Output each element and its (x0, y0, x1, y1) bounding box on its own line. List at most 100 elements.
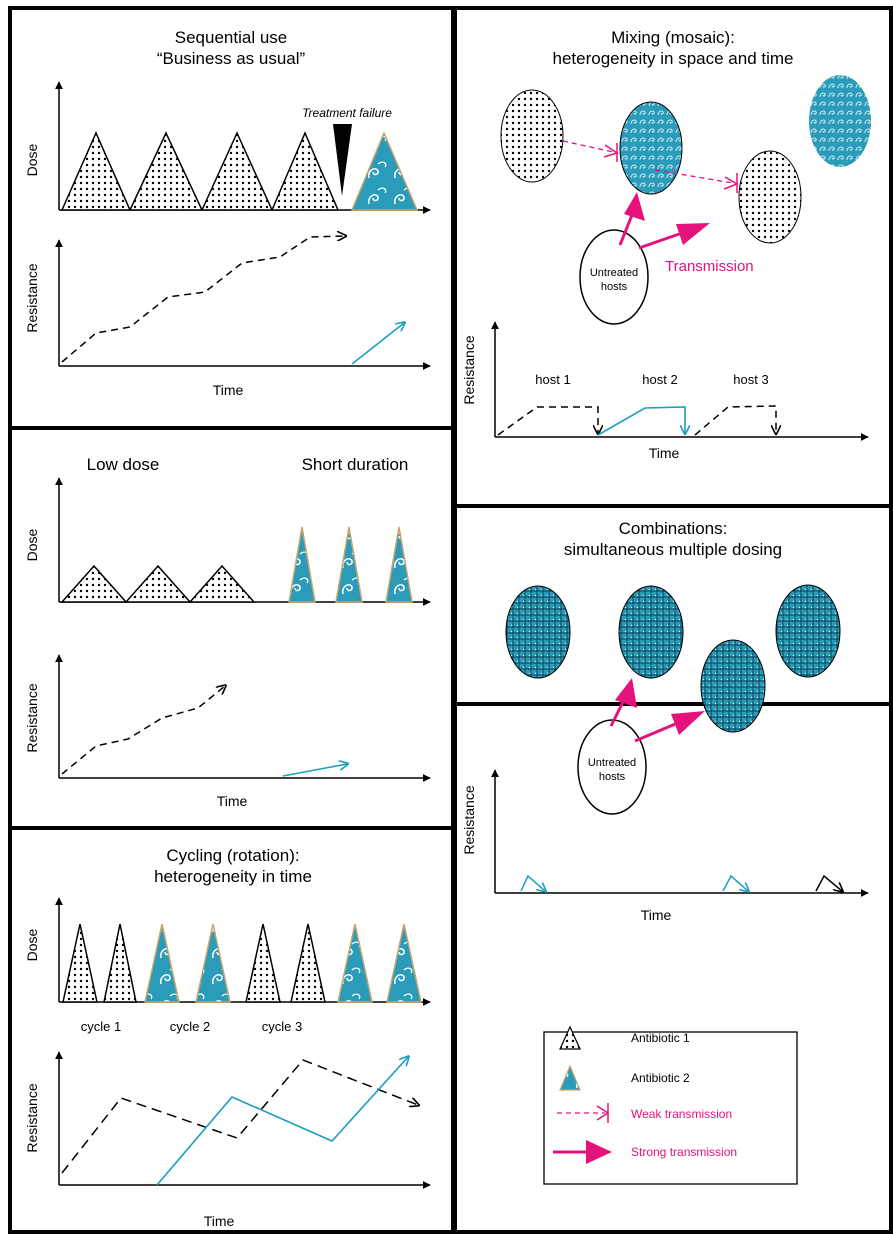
panel-mixing: Mixing (mosaic): heterogeneity in space … (461, 28, 871, 461)
sequential-subtitle: “Business as usual” (157, 49, 306, 68)
antibiotic1-dose-triangle (60, 131, 132, 211)
weak-transmission-legend-head (596, 1103, 610, 1123)
antibiotic1-dose-triangle (188, 564, 256, 603)
time-axis-label: Time (217, 793, 248, 809)
mixing-subtitle: heterogeneity in space and time (553, 49, 794, 68)
time-axis-label: Time (649, 445, 680, 461)
resistance-spike-antibiotic1 (815, 874, 842, 891)
antibiotic1-dose-triangle (290, 923, 326, 1003)
antibiotic2-dose-triangle (335, 526, 363, 603)
host-oval-antibiotic1 (738, 150, 802, 244)
short-duration-label: Short duration (302, 455, 409, 474)
time-axis-label: Time (204, 1213, 235, 1229)
strong-transmission-arrow (634, 720, 681, 743)
combinations-title: Combinations: (619, 519, 728, 538)
resistance-axis-label: Resistance (461, 785, 477, 854)
host-oval-antibiotic1 (500, 89, 564, 183)
resistance-curve-antibiotic2 (156, 1057, 408, 1186)
resistance-curve-host2 (597, 406, 685, 436)
legend-strong-label: Strong transmission (631, 1145, 737, 1159)
resistance-curve-antibiotic2 (282, 764, 347, 777)
untreated-hosts-circle (577, 719, 647, 815)
untreated-hosts-label: Untreated (590, 267, 638, 279)
antibiotic1-dose-triangle (128, 131, 204, 211)
untreated-hosts-label: hosts (601, 281, 628, 293)
strong-transmission-arrow (609, 699, 626, 727)
strong-transmission-head (676, 223, 710, 245)
resistance-curve-host1 (497, 406, 598, 436)
resistance-axis-label: Resistance (24, 1083, 40, 1152)
treatment-failure-label: Treatment failure (302, 106, 392, 120)
host-oval-combination (700, 639, 766, 733)
panel-sequential: Sequential use “Business as usual” Dose … (24, 28, 431, 398)
sequential-title: Sequential use (175, 28, 287, 47)
strong-transmission-arrow (618, 214, 634, 246)
weak-transmission-arrow (654, 169, 734, 184)
time-axis-label: Time (213, 382, 244, 398)
resistance-curve-antibiotic2 (351, 323, 404, 365)
mixing-title: Mixing (mosaic): (611, 28, 735, 47)
untreated-hosts-label: Untreated (588, 757, 636, 769)
host-oval-antibiotic2 (619, 101, 683, 195)
weak-transmission-arrow (562, 140, 614, 153)
resistance-spike-antibiotic2 (722, 874, 748, 891)
host-oval-combination (618, 585, 684, 679)
cycle-label: cycle 1 (81, 1019, 121, 1034)
dose-axis-label: Dose (24, 928, 40, 961)
antibiotic2-dose-triangle (350, 131, 419, 211)
legend-antibiotic1-label: Antibiotic 1 (631, 1031, 690, 1045)
cycling-subtitle: heterogeneity in time (154, 867, 312, 886)
resistance-curve-antibiotic1 (61, 1059, 418, 1174)
antibiotic2-legend-icon (559, 1064, 581, 1091)
antibiotic2-dose-triangle (386, 923, 422, 1003)
resistance-axis-label: Resistance (24, 263, 40, 332)
legend-weak-label: Weak transmission (631, 1107, 732, 1121)
cycle-label: cycle 2 (170, 1019, 210, 1034)
untreated-hosts-circle (579, 229, 649, 325)
strong-transmission-legend-head (586, 1140, 612, 1164)
antibiotic2-dose-triangle (288, 526, 316, 603)
panel-combinations: Combinations: simultaneous multiple dosi… (461, 519, 869, 923)
host-oval-combination (505, 585, 571, 679)
resistance-curve-antibiotic1 (61, 236, 345, 363)
antibiotic1-dose-triangle (245, 923, 281, 1003)
treatment-failure-wedge (333, 124, 352, 196)
antibiotic1-dose-triangle (270, 131, 340, 211)
host-label: host 2 (642, 372, 677, 387)
panel-cycling: Cycling (rotation): heterogeneity in tim… (24, 846, 431, 1229)
antibiotic2-dose-triangle (144, 923, 180, 1003)
legend-antibiotic2-label: Antibiotic 2 (631, 1071, 690, 1085)
antibiotic2-dose-triangle (385, 526, 413, 603)
strong-transmission-head (624, 192, 645, 221)
resistance-axis-label: Resistance (24, 683, 40, 752)
antibiotic1-legend-icon (559, 1025, 581, 1050)
cycle-label: cycle 3 (262, 1019, 302, 1034)
strong-transmission-arrow (638, 230, 686, 250)
time-axis-label: Time (641, 907, 672, 923)
host-oval-combination (775, 584, 841, 678)
host-label: host 3 (733, 372, 768, 387)
antibiotic2-dose-triangle (337, 923, 373, 1003)
transmission-label: Transmission (665, 258, 754, 275)
antibiotic1-dose-triangle (62, 923, 98, 1003)
untreated-hosts-label: hosts (599, 771, 626, 783)
host-oval-antibiotic2 (809, 75, 871, 167)
combinations-subtitle: simultaneous multiple dosing (564, 540, 782, 559)
strong-transmission-head (615, 678, 637, 708)
panel-low-dose: Low dose Short duration Dose Resistance … (24, 455, 431, 809)
resistance-axis-label: Resistance (461, 335, 477, 404)
resistance-curve-antibiotic1 (61, 686, 225, 775)
dose-axis-label: Dose (24, 528, 40, 561)
legend: Antibiotic 1 Antibiotic 2 Weak transmiss… (543, 1025, 798, 1185)
strong-transmission-head (671, 711, 705, 735)
antibiotic1-dose-triangle (60, 564, 128, 603)
resistance-curve-host3 (694, 405, 776, 436)
antibiotic1-dose-triangle (103, 923, 137, 1003)
antibiotic1-dose-triangle (124, 564, 192, 603)
weak-transmission-head (603, 143, 619, 162)
antibiotic1-dose-triangle (200, 131, 274, 211)
panel-frames (8, 6, 893, 1234)
resistance-spike-antibiotic2 (520, 874, 545, 891)
low-dose-label: Low dose (87, 455, 160, 474)
